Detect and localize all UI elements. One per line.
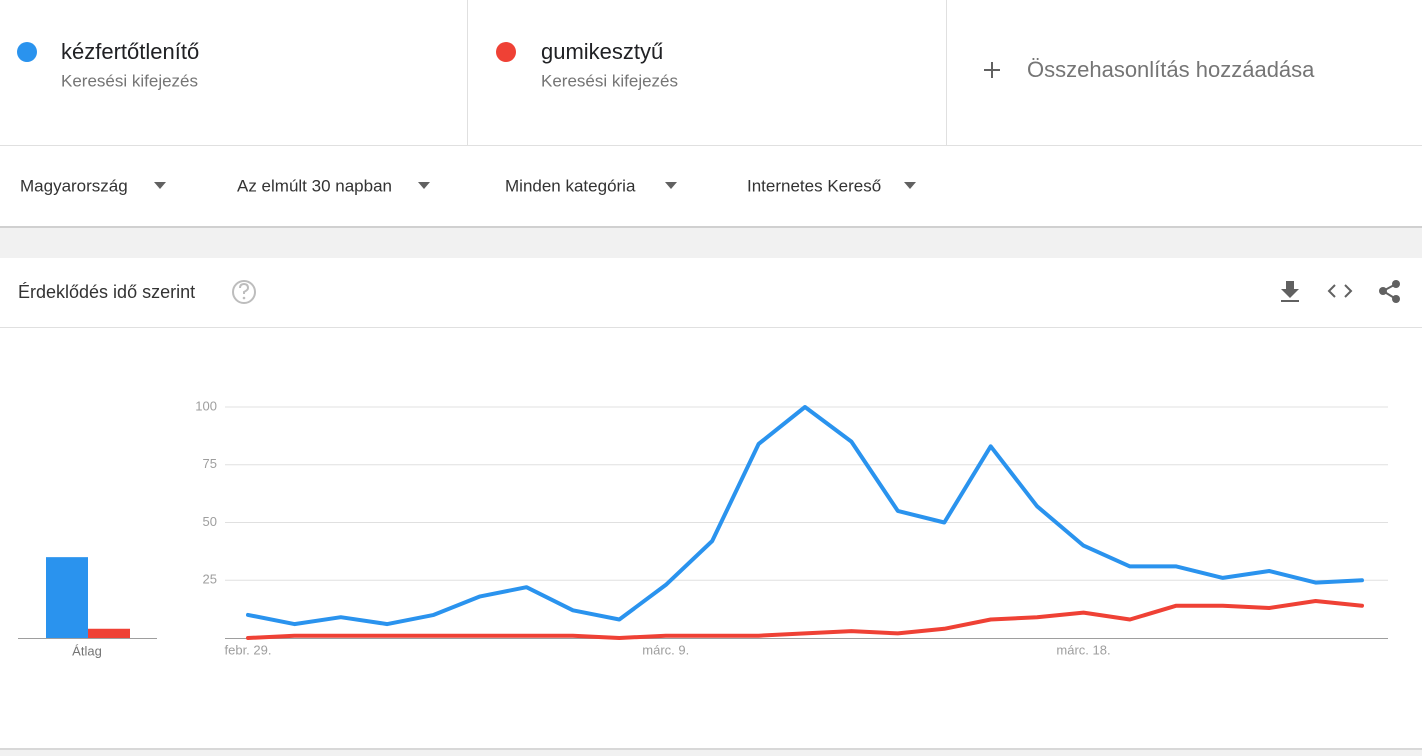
term-dot [17, 42, 37, 62]
download-base [1281, 300, 1299, 302]
filter-label: Internetes Kereső [747, 176, 881, 195]
filter[interactable]: Magyarország [20, 176, 166, 195]
series-line [246, 599, 1364, 640]
share-node [1392, 280, 1400, 288]
chart: 25 50 75 100 febr. 29. márc. 9. márc. 18. Átlag [18, 398, 1388, 658]
section-title: Érdeklődés idő szerint [18, 282, 195, 302]
share-node [1392, 295, 1400, 303]
embed-icon[interactable] [1327, 284, 1353, 298]
caret [154, 182, 166, 189]
chart-card [0, 258, 1422, 748]
shadow [0, 748, 1422, 750]
filter-label: Minden kategória [505, 176, 636, 195]
term-card[interactable]: gumikesztyű Keresési kifejezés [496, 39, 678, 91]
help-circle [232, 280, 256, 304]
x-tick-label: márc. 9. [642, 642, 689, 657]
caret [904, 182, 916, 189]
add-comparison[interactable]: Összehasonlítás hozzáadása [984, 57, 1315, 82]
y-tick-label: 100 [195, 398, 217, 413]
add-comparison-label: Összehasonlítás hozzáadása [1027, 57, 1315, 82]
download-glyph [1281, 281, 1299, 298]
term-dot [496, 42, 516, 62]
average-bar [88, 628, 130, 638]
caret [665, 182, 677, 189]
average-label: Átlag [72, 643, 102, 658]
term-type: Keresési kifejezés [61, 71, 198, 90]
average-bar [46, 557, 88, 638]
download-icon[interactable] [1281, 281, 1299, 302]
term-name: gumikesztyű [541, 39, 663, 64]
filter-bar [0, 146, 1422, 226]
x-tick-label: febr. 29. [225, 642, 272, 657]
embed-glyph [1327, 284, 1353, 298]
compare-bar [0, 0, 1422, 145]
y-tick-label: 75 [203, 456, 217, 471]
series-line [246, 405, 1364, 627]
caret [418, 182, 430, 189]
y-tick-label: 25 [203, 572, 217, 587]
shadow [0, 226, 1422, 228]
filter[interactable]: Internetes Kereső [747, 176, 916, 195]
term-card[interactable]: kézfertőtlenítő Keresési kifejezés [17, 39, 199, 91]
filter[interactable]: Minden kategória [505, 176, 677, 195]
filter-label: Az elmúlt 30 napban [237, 176, 392, 195]
help-glyph [239, 282, 250, 294]
share-icon[interactable] [1379, 280, 1400, 303]
help-icon[interactable] [232, 280, 256, 304]
filter-label: Magyarország [20, 176, 128, 195]
share-node [1379, 287, 1387, 295]
filter[interactable]: Az elmúlt 30 napban [237, 176, 430, 195]
term-name: kézfertőtlenítő [61, 39, 199, 64]
plus-icon [984, 62, 1000, 78]
term-type: Keresési kifejezés [541, 71, 678, 90]
x-tick-label: márc. 18. [1056, 642, 1110, 657]
help-dot [242, 296, 246, 300]
y-tick-label: 50 [203, 514, 217, 529]
